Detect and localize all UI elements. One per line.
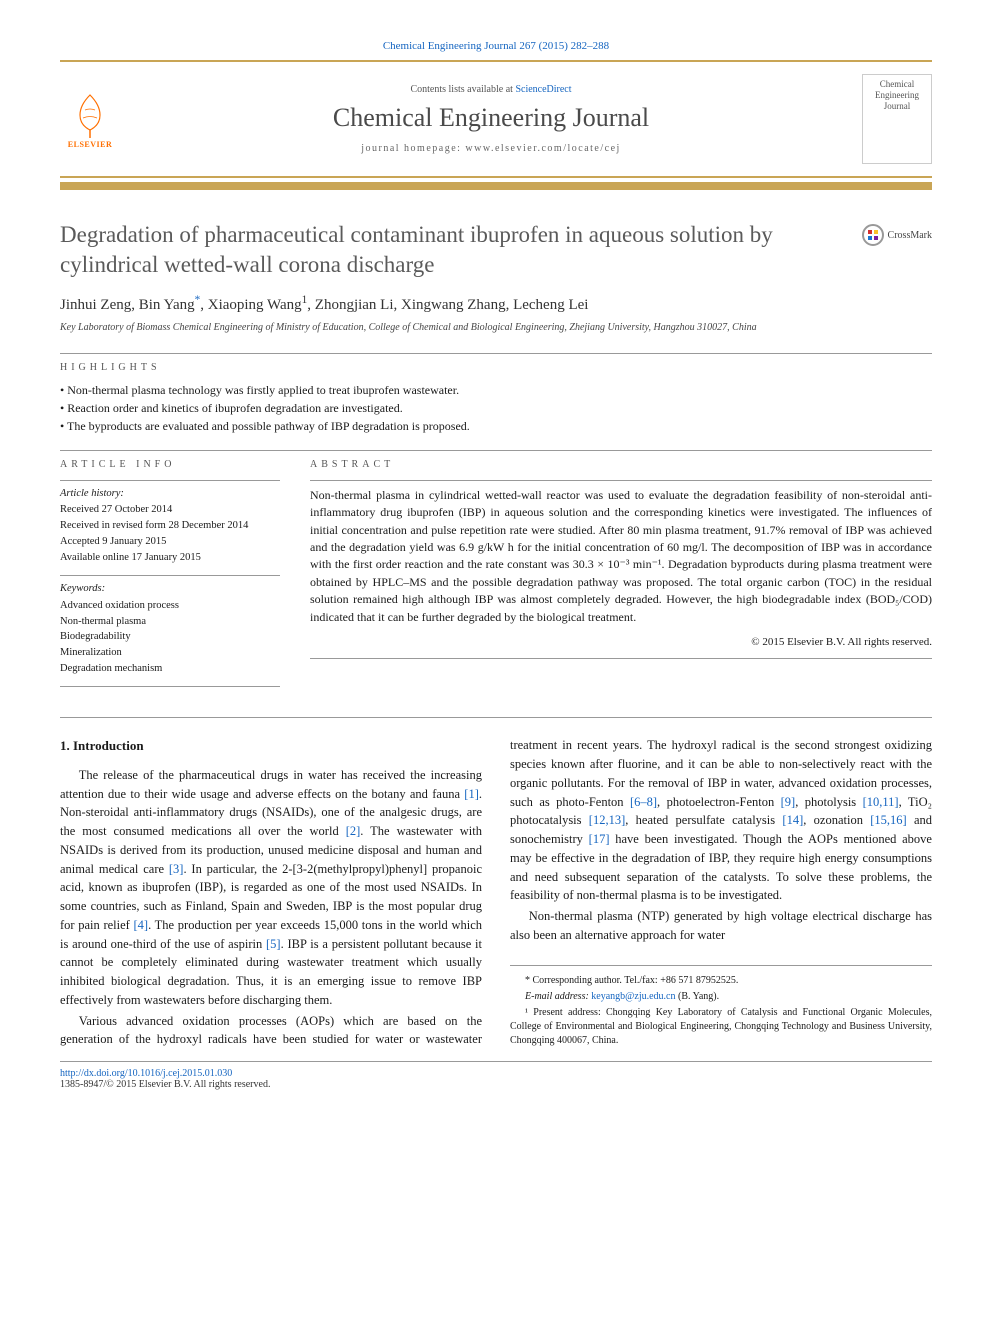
abstract-copyright: © 2015 Elsevier B.V. All rights reserved… [310, 636, 932, 648]
footer-info: http://dx.doi.org/10.1016/j.cej.2015.01.… [60, 1061, 932, 1090]
abstract-label: ABSTRACT [310, 459, 932, 470]
body-columns: 1. Introduction The release of the pharm… [60, 736, 932, 1049]
email-line: E-mail address: keyangb@zju.edu.cn (B. Y… [510, 990, 932, 1004]
authors-line: Jinhui Zeng, Bin Yang*, Xiaoping Wang1, … [60, 294, 932, 314]
header-center: Contents lists available at ScienceDirec… [120, 84, 862, 154]
crossmark-badge[interactable]: CrossMark [862, 224, 932, 246]
keywords-label: Keywords: [60, 582, 280, 597]
cover-title: Chemical Engineering Journal [867, 79, 927, 111]
highlight-item: The byproducts are evaluated and possibl… [60, 419, 932, 434]
author-seg: , Zhongjian Li, Xingwang Zhang, Lecheng … [307, 297, 588, 313]
author-seg: Jinhui Zeng, Bin Yang [60, 297, 195, 313]
issn-copyright: 1385-8947/© 2015 Elsevier B.V. All right… [60, 1079, 932, 1090]
crossmark-label: CrossMark [888, 229, 932, 242]
keyword: Advanced oxidation process [60, 599, 280, 614]
citation-line: Chemical Engineering Journal 267 (2015) … [60, 40, 932, 52]
title-text: Degradation of pharmaceutical contaminan… [60, 222, 773, 277]
divider [60, 717, 932, 718]
crossmark-icon [862, 224, 884, 246]
article-title: Degradation of pharmaceutical contaminan… [60, 220, 932, 280]
contents-prefix: Contents lists available at [410, 84, 515, 95]
contents-available: Contents lists available at ScienceDirec… [130, 84, 852, 95]
history-item: Available online 17 January 2015 [60, 551, 280, 566]
article-info-label: ARTICLE INFO [60, 459, 280, 470]
intro-heading: 1. Introduction [60, 736, 482, 756]
history-item: Accepted 9 January 2015 [60, 535, 280, 550]
keyword: Mineralization [60, 646, 280, 661]
highlights-list: Non-thermal plasma technology was firstl… [60, 383, 932, 434]
history-item: Received 27 October 2014 [60, 503, 280, 518]
elsevier-logo: ELSEVIER [60, 84, 120, 154]
elsevier-label: ELSEVIER [68, 140, 112, 149]
divider [60, 686, 280, 687]
citation-ref[interactable]: [9] [781, 795, 796, 809]
citation-ref[interactable]: [4] [134, 918, 149, 932]
highlight-item: Reaction order and kinetics of ibuprofen… [60, 401, 932, 416]
footnotes: * Corresponding author. Tel./fax: +86 57… [510, 965, 932, 1048]
body-para: Non-thermal plasma (NTP) generated by hi… [510, 907, 932, 945]
homepage-url[interactable]: www.elsevier.com/locate/cej [465, 143, 620, 154]
highlight-item: Non-thermal plasma technology was firstl… [60, 383, 932, 398]
journal-header: ELSEVIER Contents lists available at Sci… [60, 60, 932, 178]
citation-ref[interactable]: [14] [782, 813, 803, 827]
divider [60, 353, 932, 354]
divider [60, 575, 280, 576]
author-seg: , Xiaoping Wang [200, 297, 301, 313]
abstract-text: Non-thermal plasma in cylindrical wetted… [310, 487, 932, 626]
sciencedirect-link[interactable]: ScienceDirect [515, 84, 571, 95]
article-info-col: ARTICLE INFO Article history: Received 2… [60, 459, 280, 694]
keyword: Biodegradability [60, 630, 280, 645]
citation-ref[interactable]: [10,11] [863, 795, 899, 809]
citation-ref[interactable]: [12,13] [589, 813, 625, 827]
journal-homepage: journal homepage: www.elsevier.com/locat… [130, 143, 852, 154]
history-label: Article history: [60, 487, 280, 502]
divider [60, 480, 280, 481]
keyword: Non-thermal plasma [60, 615, 280, 630]
affiliation: Key Laboratory of Biomass Chemical Engin… [60, 322, 932, 333]
homepage-prefix: journal homepage: [361, 143, 465, 154]
body-para: The release of the pharmaceutical drugs … [60, 766, 482, 1010]
elsevier-tree-icon [65, 90, 115, 140]
citation-ref[interactable]: [3] [169, 862, 184, 876]
highlights-label: HIGHLIGHTS [60, 362, 932, 373]
info-abstract-row: ARTICLE INFO Article history: Received 2… [60, 459, 932, 694]
citation-ref[interactable]: [5] [266, 937, 281, 951]
citation-ref[interactable]: [6–8] [630, 795, 657, 809]
citation-ref[interactable]: [15,16] [870, 813, 906, 827]
corr-author-note: * Corresponding author. Tel./fax: +86 57… [510, 974, 932, 988]
abstract-col: ABSTRACT Non-thermal plasma in cylindric… [310, 459, 932, 694]
keyword: Degradation mechanism [60, 662, 280, 677]
doi-link[interactable]: http://dx.doi.org/10.1016/j.cej.2015.01.… [60, 1068, 932, 1079]
divider [60, 450, 932, 451]
citation-ref[interactable]: [1] [464, 787, 479, 801]
gold-divider-bar [60, 182, 932, 190]
present-address-note: ¹ Present address: Chongqing Key Laborat… [510, 1006, 932, 1048]
divider [310, 658, 932, 659]
journal-cover-thumb: Chemical Engineering Journal [862, 74, 932, 164]
citation-ref[interactable]: [17] [589, 832, 610, 846]
divider [310, 480, 932, 481]
history-item: Received in revised form 28 December 201… [60, 519, 280, 534]
email-link[interactable]: keyangb@zju.edu.cn [591, 991, 675, 1002]
citation-ref[interactable]: [2] [346, 824, 361, 838]
journal-name: Chemical Engineering Journal [130, 103, 852, 133]
